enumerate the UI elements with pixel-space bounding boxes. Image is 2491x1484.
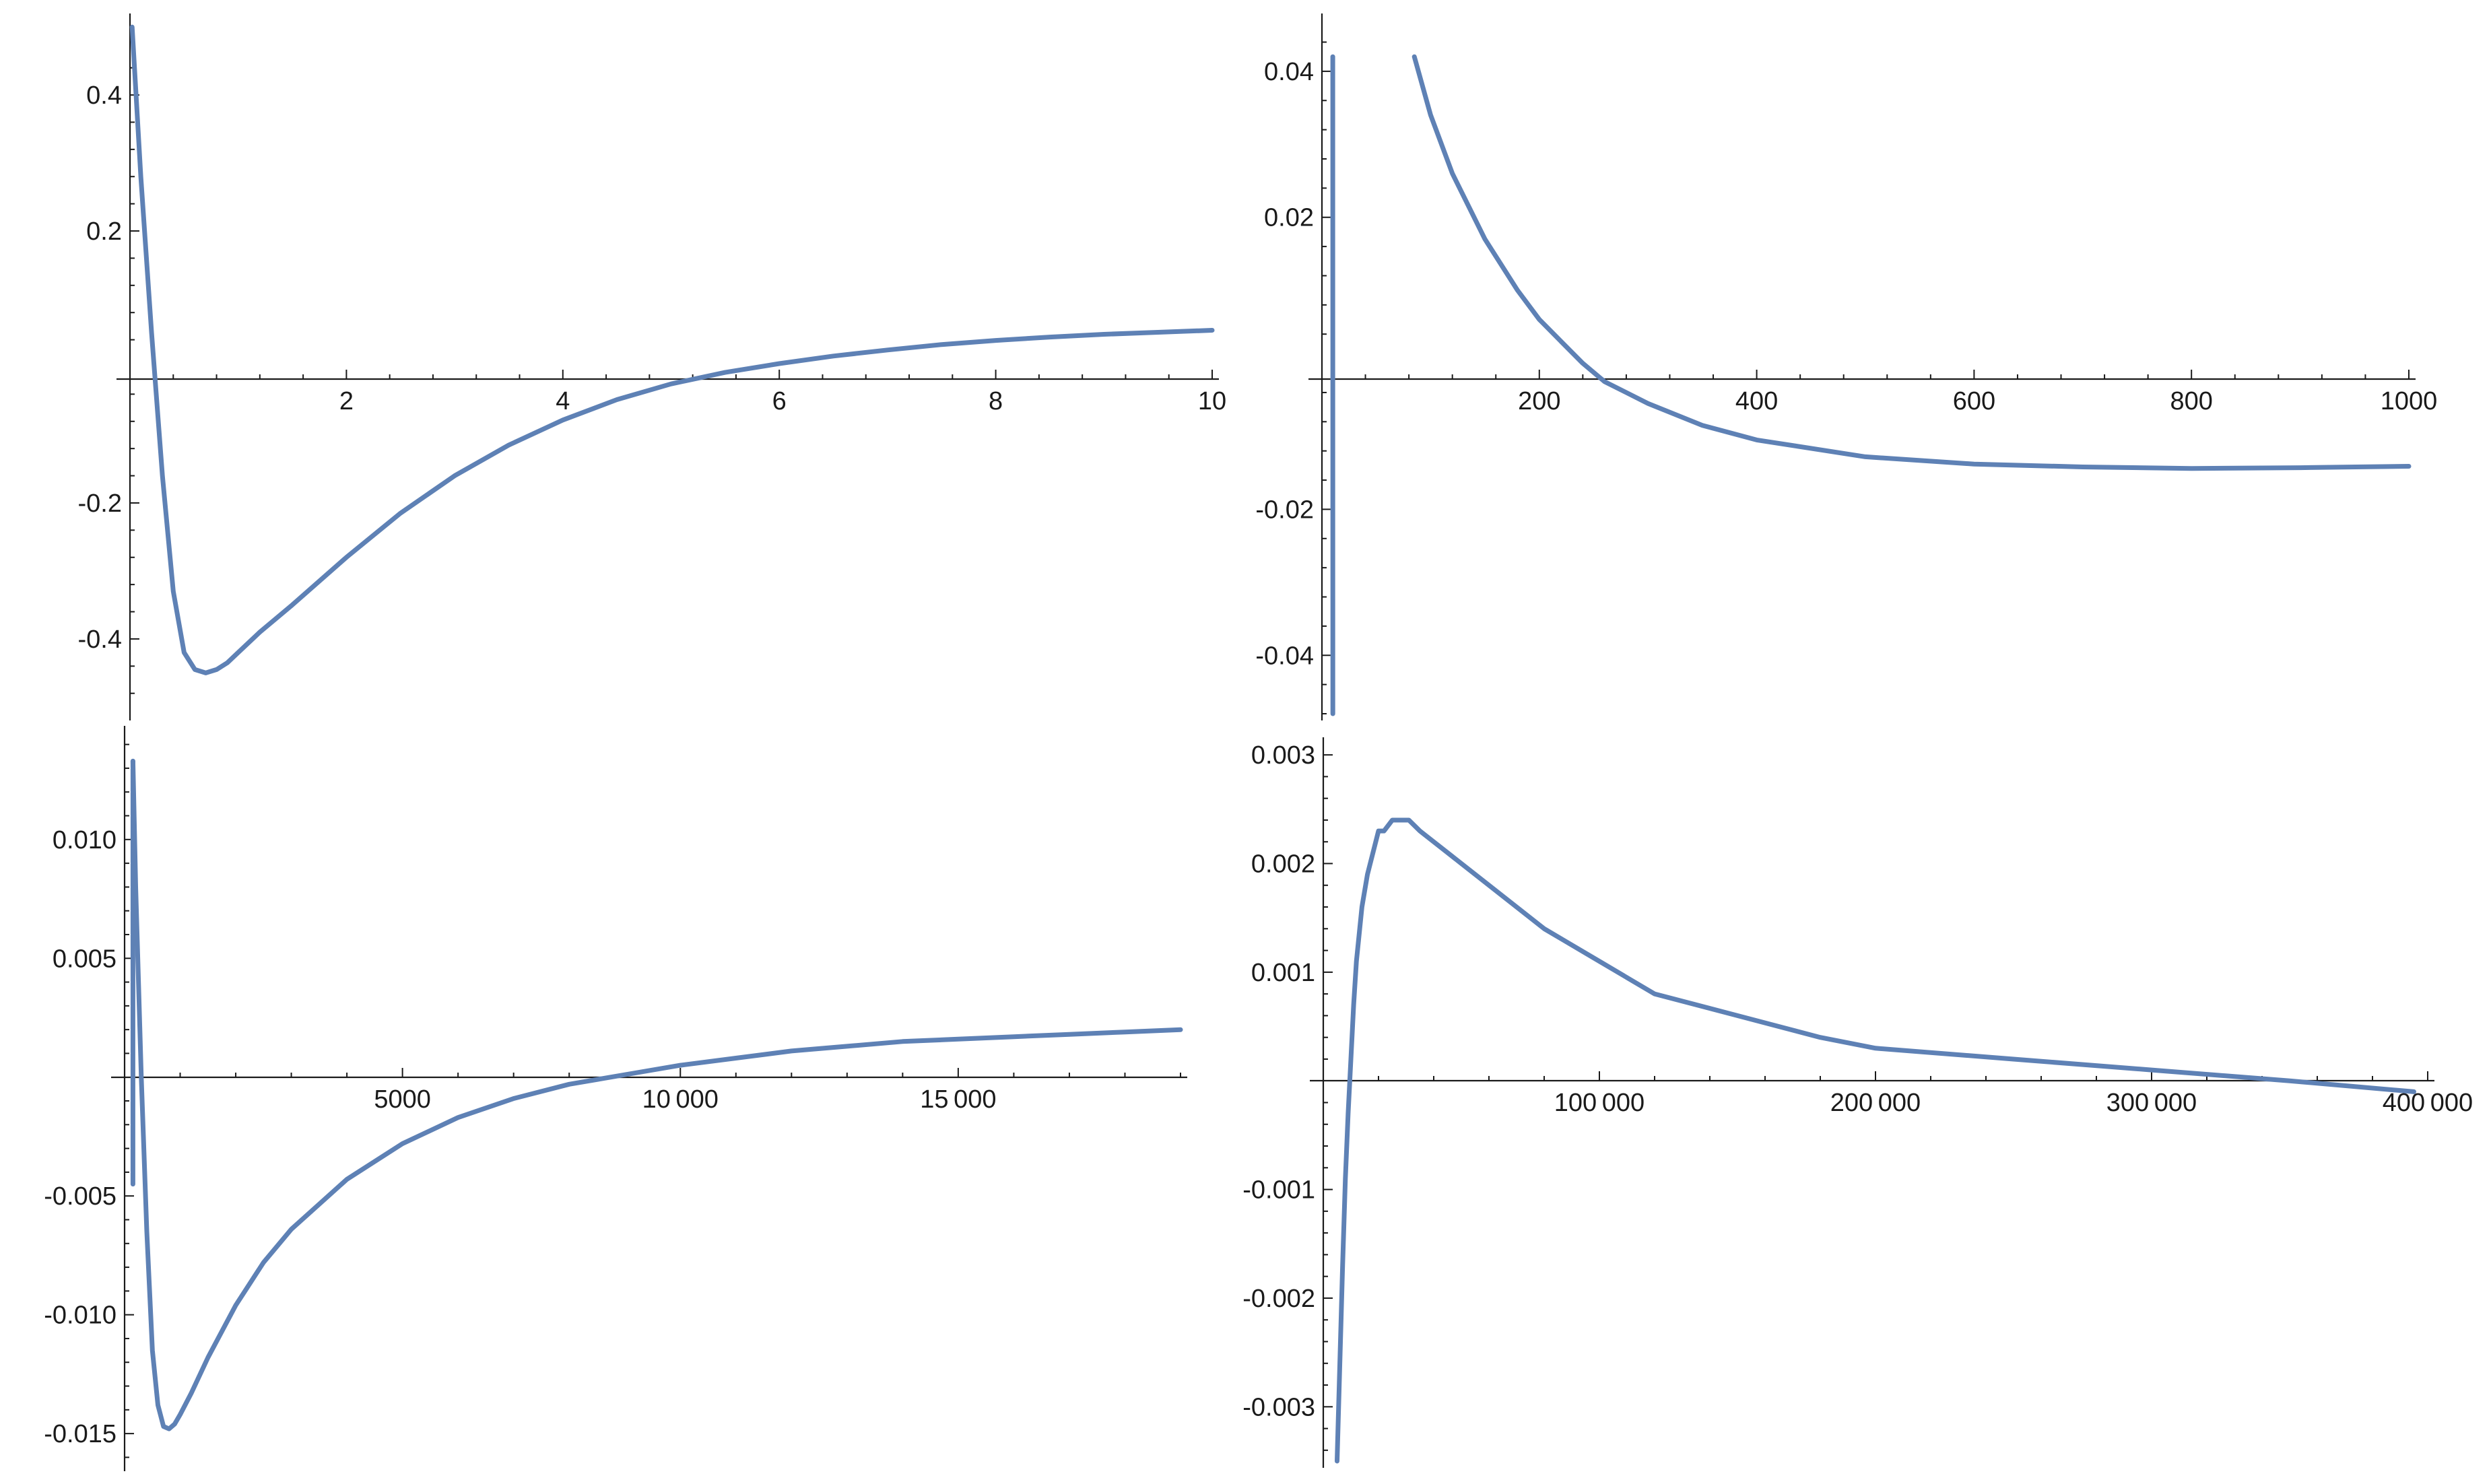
x-tick-label: 600 [1953, 387, 1995, 415]
x-tick-label: 8 [989, 387, 1003, 415]
y-tick-label: -0.003 [1242, 1393, 1315, 1421]
x-tick-label: 200 000 [1830, 1089, 1921, 1117]
series-curve [1335, 817, 2416, 1464]
x-tick-label: 800 [2170, 387, 2212, 415]
x-tick-label: 400 000 [2383, 1089, 2473, 1117]
x-tick-label: 4 [556, 387, 570, 415]
y-tick-label: -0.2 [78, 490, 122, 518]
y-tick-label: -0.002 [1242, 1285, 1315, 1313]
y-tick-label: 0.002 [1251, 850, 1315, 879]
y-tick-label: -0.010 [44, 1302, 117, 1330]
y-tick-label: 0.003 [1251, 741, 1315, 770]
series-curve [1411, 54, 2412, 471]
x-tick-label: 5000 [374, 1085, 431, 1114]
y-tick-label: -0.04 [1255, 642, 1314, 670]
x-tick-label: 10 000 [642, 1085, 719, 1114]
series-curve [129, 24, 1215, 675]
x-tick-label: 100 000 [1554, 1089, 1645, 1117]
y-tick-label: 0.4 [86, 81, 122, 110]
y-tick-label: 0.04 [1264, 58, 1314, 86]
y-tick-label: -0.02 [1255, 496, 1314, 524]
y-tick-label: 0.2 [86, 217, 122, 246]
y-tick-label: 0.001 [1251, 959, 1315, 987]
x-tick-label: 200 [1518, 387, 1560, 415]
x-tick-label: 400 [1735, 387, 1778, 415]
y-tick-label: -0.4 [78, 626, 122, 654]
y-tick-label: -0.005 [44, 1182, 117, 1211]
x-tick-label: 1000 [2381, 387, 2438, 415]
x-tick-label: 10 [1198, 387, 1226, 415]
x-tick-label: 2 [339, 387, 354, 415]
panel-top-right: 200 400 600 800 1000 -0.04 -0.02 0.02 0.04 [1255, 13, 2437, 720]
panel-bottom-left: 5000 10 000 15 000 -0.015 -0.010 -0.005 0.005 0… [44, 726, 1187, 1471]
series-curve [130, 758, 1183, 1431]
y-tick-label: 0.02 [1264, 204, 1314, 232]
panel-top-left: 2 4 6 8 10 -0.4 -0.2 0.2 0.4 [78, 13, 1226, 720]
y-tick-label: 0.005 [53, 945, 117, 973]
x-tick-label: 15 000 [920, 1085, 996, 1114]
x-tick-label: 300 000 [2106, 1089, 2197, 1117]
y-tick-label: -0.001 [1242, 1176, 1315, 1205]
y-tick-label: 0.010 [53, 826, 117, 854]
x-tick-label: 6 [772, 387, 787, 415]
y-tick-label: -0.015 [44, 1420, 117, 1448]
panel-bottom-right: 100 000 200 000 300 000 400 000 -0.003 -0.002… [1242, 737, 2473, 1468]
